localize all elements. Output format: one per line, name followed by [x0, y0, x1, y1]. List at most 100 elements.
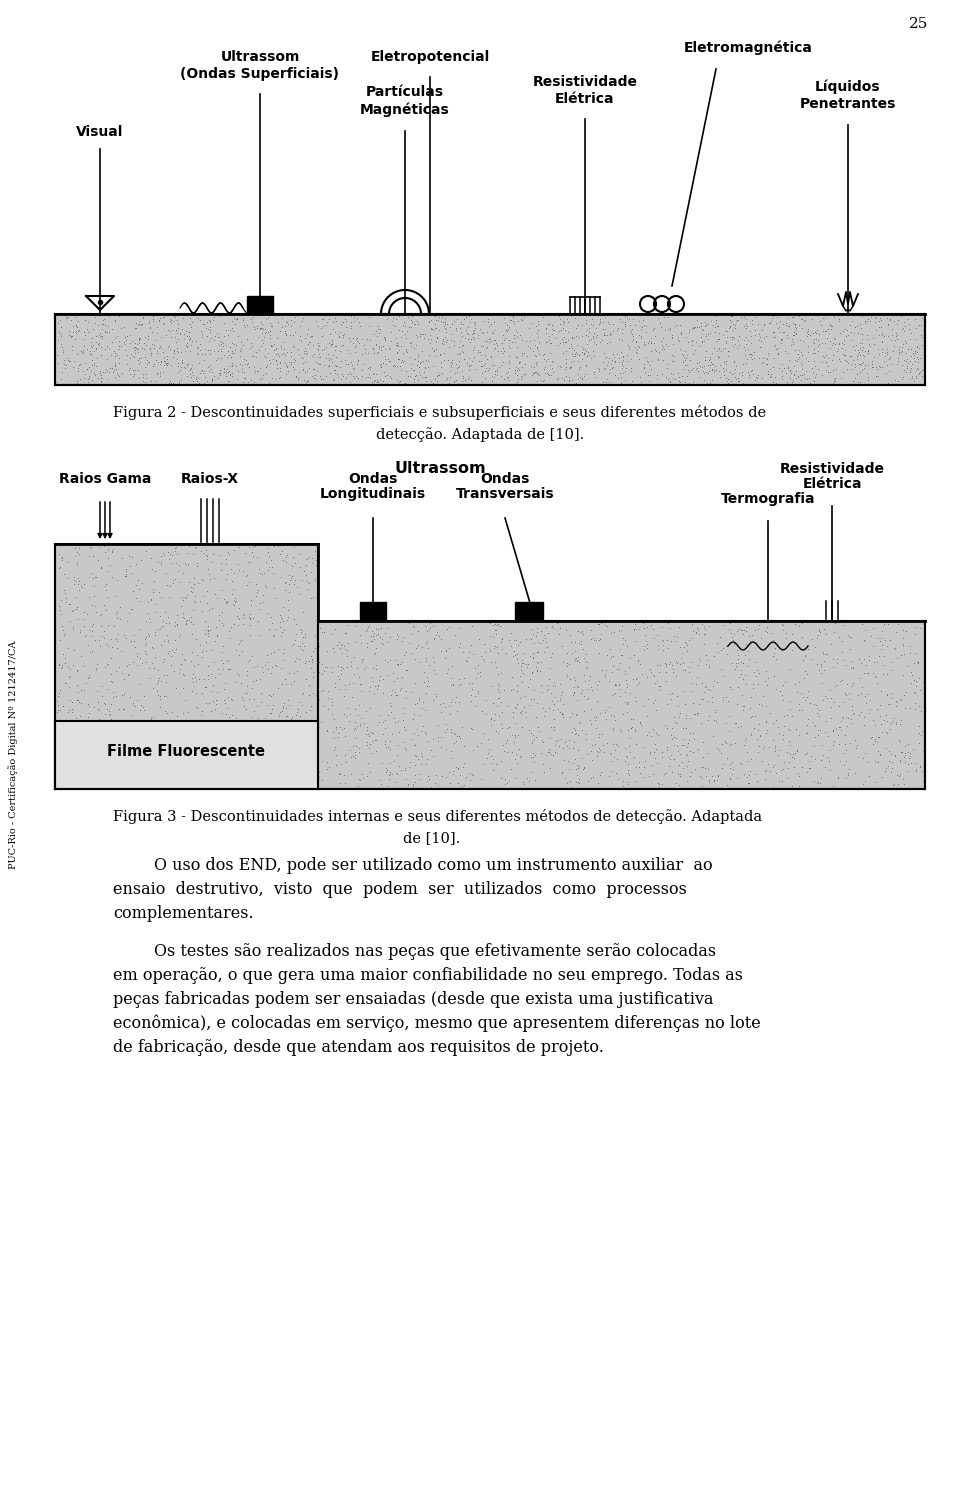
Point: [348, 715, 363, 739]
Point: [197, 675, 212, 699]
Point: [426, 340, 442, 364]
Point: [311, 352, 326, 376]
Point: [451, 635, 467, 659]
Point: [903, 344, 919, 368]
Point: [510, 364, 525, 388]
Point: [438, 309, 453, 333]
Point: [181, 320, 197, 344]
Point: [474, 699, 490, 723]
Point: [597, 323, 612, 347]
Point: [689, 356, 705, 380]
Point: [500, 694, 516, 718]
Point: [528, 705, 543, 729]
Point: [854, 613, 870, 637]
Text: Longitudinais: Longitudinais: [320, 487, 426, 501]
Point: [226, 332, 241, 356]
Point: [82, 762, 97, 786]
Point: [458, 368, 473, 392]
Point: [460, 649, 475, 673]
Point: [531, 714, 546, 738]
Point: [576, 758, 591, 782]
Point: [95, 675, 110, 699]
Point: [102, 758, 117, 782]
Point: [896, 365, 911, 389]
Point: [446, 329, 462, 353]
Point: [765, 754, 780, 779]
Point: [407, 347, 422, 371]
Point: [296, 601, 311, 625]
Point: [868, 305, 883, 329]
Point: [421, 767, 437, 791]
Point: [84, 593, 100, 617]
Point: [57, 581, 72, 605]
Point: [286, 350, 301, 374]
Point: [823, 312, 838, 337]
Point: [890, 690, 905, 714]
Point: [228, 706, 244, 730]
Point: [338, 314, 353, 338]
Point: [264, 333, 279, 358]
Point: [124, 629, 139, 653]
Point: [765, 320, 780, 344]
Point: [365, 668, 380, 693]
Point: [367, 341, 382, 365]
Point: [183, 333, 199, 358]
Point: [521, 315, 537, 340]
Point: [696, 745, 711, 770]
Point: [802, 756, 817, 780]
Point: [157, 601, 173, 625]
Point: [634, 326, 649, 350]
Point: [452, 315, 468, 340]
Point: [826, 647, 841, 672]
Point: [826, 718, 841, 742]
Point: [176, 647, 191, 672]
Point: [111, 697, 127, 721]
Point: [227, 589, 242, 613]
Point: [718, 320, 733, 344]
Point: [893, 303, 908, 327]
Point: [835, 706, 851, 730]
Point: [127, 694, 142, 718]
Point: [615, 702, 631, 726]
Point: [878, 736, 894, 761]
Point: [330, 664, 346, 688]
Point: [870, 358, 885, 382]
Point: [856, 661, 872, 685]
Point: [243, 607, 258, 631]
Point: [674, 323, 689, 347]
Point: [398, 337, 414, 361]
Point: [202, 317, 217, 341]
Point: [252, 333, 268, 358]
Point: [698, 347, 713, 371]
Point: [359, 365, 374, 389]
Point: [202, 750, 217, 774]
Point: [327, 358, 343, 382]
Point: [498, 361, 514, 385]
Point: [527, 742, 542, 767]
Point: [642, 656, 658, 681]
Point: [707, 708, 722, 732]
Point: [735, 697, 751, 721]
Point: [108, 684, 124, 708]
Point: [174, 652, 189, 676]
Point: [685, 370, 701, 394]
Point: [613, 365, 629, 389]
Point: [151, 682, 166, 706]
Point: [204, 367, 219, 391]
Point: [219, 590, 234, 614]
Point: [911, 694, 926, 718]
Point: [400, 364, 416, 388]
Point: [422, 330, 438, 355]
Point: [183, 715, 199, 739]
Point: [57, 672, 72, 696]
Point: [287, 738, 302, 762]
Point: [838, 767, 853, 791]
Point: [486, 337, 501, 361]
Point: [198, 762, 213, 786]
Point: [319, 720, 334, 744]
Point: [854, 321, 870, 346]
Point: [110, 741, 126, 765]
Point: [200, 619, 215, 643]
Point: [281, 759, 297, 783]
Point: [721, 705, 736, 729]
